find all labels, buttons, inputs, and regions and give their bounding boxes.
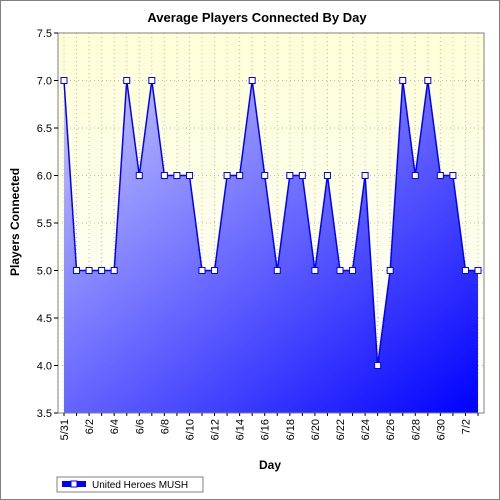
x-tick-label: 6/16 [260, 419, 272, 440]
data-point [374, 362, 382, 369]
series-area [64, 80, 478, 413]
data-point [60, 77, 68, 84]
x-axis: 5/31 6/2 6/4 6/6 6/8 6/10 6/12 6/14 6/16 6/18 6/20… [59, 413, 479, 440]
y-tick-label: 4.0 [37, 361, 52, 373]
y-tick-label: 7.5 [37, 28, 52, 40]
data-point [98, 267, 106, 274]
x-tick-label: 6/28 [410, 419, 422, 440]
x-tick-label: 6/4 [109, 419, 121, 434]
series-markers [60, 77, 482, 369]
x-axis-title: Day [259, 458, 281, 472]
data-point [185, 172, 193, 179]
x-tick-label: 6/8 [159, 419, 171, 434]
chart-title: Average Players Connected By Day [147, 10, 367, 25]
x-tick-label: 6/22 [335, 419, 347, 440]
y-axis: 3.5 4.0 4.5 5.0 5.5 6.0 6.5 7.0 7.5 [37, 28, 58, 420]
x-tick-label: 6/12 [210, 419, 222, 440]
data-point [449, 172, 457, 179]
data-point [160, 172, 168, 179]
y-tick-label: 5.5 [37, 218, 52, 230]
x-tick-label: 6/30 [435, 419, 447, 440]
data-point [173, 172, 181, 179]
data-point [236, 172, 244, 179]
x-tick-label: 6/20 [310, 419, 322, 440]
x-tick-label: 7/2 [460, 419, 472, 434]
data-point [411, 172, 419, 179]
x-tick-label: 6/18 [285, 419, 297, 440]
data-point [223, 172, 231, 179]
data-point [211, 267, 219, 274]
data-point [323, 172, 331, 179]
x-tick-label: 6/14 [235, 419, 247, 440]
data-point [261, 172, 269, 179]
y-tick-label: 4.5 [37, 313, 52, 325]
data-point [336, 267, 344, 274]
data-point [85, 267, 93, 274]
data-point [286, 172, 294, 179]
legend-label: United Heroes MUSH [92, 480, 188, 491]
data-point [399, 77, 407, 84]
y-tick-label: 6.0 [37, 171, 52, 183]
data-point [349, 267, 357, 274]
y-axis-title: Players Connected [8, 168, 22, 276]
data-point [474, 267, 482, 274]
data-point [123, 77, 131, 84]
data-point [424, 77, 432, 84]
data-point [148, 77, 156, 84]
y-tick-label: 6.5 [37, 123, 52, 135]
data-point [198, 267, 206, 274]
data-point [273, 267, 281, 274]
legend: United Heroes MUSH [56, 476, 204, 493]
data-point [386, 267, 394, 274]
x-tick-label: 6/24 [360, 419, 372, 440]
data-point [311, 267, 319, 274]
x-tick-label: 6/2 [84, 419, 96, 434]
y-tick-label: 3.5 [37, 408, 52, 420]
data-point [73, 267, 81, 274]
x-tick-label: 5/31 [59, 419, 71, 440]
data-point [135, 172, 143, 179]
series-line [63, 80, 478, 366]
data-point [110, 267, 118, 274]
y-tick-label: 7.0 [37, 76, 52, 88]
y-tick-label: 5.0 [37, 266, 52, 278]
x-tick-label: 6/6 [134, 419, 146, 434]
x-tick-label: 6/26 [385, 419, 397, 440]
data-point [298, 172, 306, 179]
data-point [248, 77, 256, 84]
data-point [436, 172, 444, 179]
data-point [461, 267, 469, 274]
x-tick-label: 6/10 [184, 419, 196, 440]
data-point [361, 172, 369, 179]
legend-marker [70, 480, 78, 488]
legend-box [56, 476, 204, 493]
